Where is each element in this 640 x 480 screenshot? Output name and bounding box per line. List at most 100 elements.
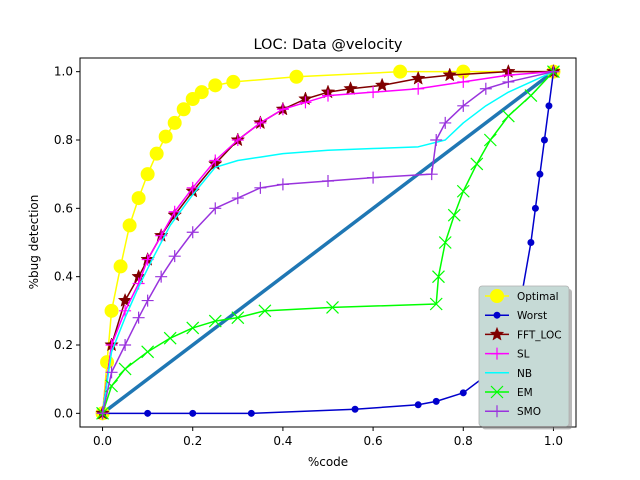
- legend-label-worst: Worst: [517, 310, 547, 322]
- legend-label-em: EM: [517, 387, 533, 399]
- data-point-sl-11: [276, 103, 289, 116]
- data-point-optimal-7: [149, 146, 164, 161]
- legend-entry-smo: SMO: [485, 405, 541, 418]
- data-point-em-3: [141, 345, 155, 359]
- data-point-worst-5: [414, 401, 422, 409]
- data-point-worst-15: [540, 136, 548, 144]
- x-tick-label: 0.8: [454, 434, 473, 448]
- data-point-smo-12: [322, 175, 334, 187]
- data-point-worst-1: [144, 409, 152, 417]
- data-point-smo-6: [168, 250, 181, 263]
- legend-entry-optimal: Optimal: [485, 289, 559, 303]
- legend-label-sl: SL: [517, 349, 530, 361]
- data-point-em-14: [456, 184, 470, 198]
- data-point-em-16: [483, 133, 497, 147]
- legend-entry-worst: Worst: [485, 310, 547, 322]
- data-point-smo-5: [155, 270, 168, 283]
- legend-marker-em: [490, 385, 504, 399]
- data-point-fft-loc-16: [410, 70, 426, 85]
- data-point-smo-4: [141, 294, 154, 307]
- data-point-em-13: [447, 208, 461, 222]
- data-point-optimal-2: [104, 303, 119, 318]
- data-point-em-6: [208, 314, 222, 328]
- legend-marker-worst: [493, 311, 501, 319]
- data-point-smo-13: [367, 171, 380, 184]
- y-tick-label: 0.8: [54, 133, 73, 147]
- series-line-nb: [101, 70, 554, 414]
- data-point-sl-2: [119, 304, 132, 317]
- data-point-worst-16: [545, 102, 553, 110]
- data-point-sl-9: [231, 134, 244, 146]
- y-tick-label: 1.0: [54, 65, 73, 79]
- data-point-em-18: [524, 89, 538, 103]
- data-point-worst-7: [459, 389, 467, 397]
- legend-entry-nb: NB: [485, 368, 532, 380]
- data-point-optimal-4: [122, 218, 137, 233]
- series-em: [96, 65, 560, 420]
- y-tick-label: 0.0: [54, 406, 73, 420]
- data-point-optimal-9: [167, 115, 182, 130]
- data-point-em-10: [429, 297, 443, 311]
- legend-entry-em: EM: [485, 385, 533, 399]
- x-tick-label: 1.0: [544, 434, 563, 448]
- data-point-smo-17: [457, 99, 470, 112]
- data-point-sl-16: [457, 75, 470, 88]
- y-axis-title: %bug detection: [27, 195, 41, 290]
- x-tick-label: 0.4: [273, 434, 292, 448]
- legend-marker-sl: [491, 347, 503, 360]
- data-point-smo-16: [439, 116, 452, 129]
- data-point-sl-6: [168, 205, 181, 218]
- data-point-sl-10: [254, 116, 267, 129]
- legend-label-fft-loc: FFT_LOC: [517, 329, 562, 341]
- legend-marker-fft-loc: [489, 326, 505, 341]
- data-point-sl-15: [412, 82, 425, 95]
- data-point-smo-0: [96, 407, 109, 420]
- data-point-fft-loc-15: [374, 77, 390, 92]
- chart-title: LOC: Data @velocity: [254, 37, 403, 53]
- y-tick-label: 0.4: [54, 270, 73, 284]
- data-point-em-9: [326, 300, 339, 314]
- data-point-worst-3: [247, 409, 255, 417]
- series-sl: [96, 65, 560, 420]
- data-point-smo-7: [186, 226, 199, 239]
- data-point-optimal-16: [393, 64, 408, 79]
- data-point-optimal-14: [226, 74, 241, 89]
- data-point-worst-2: [189, 409, 197, 417]
- plot-area: [95, 63, 561, 421]
- data-point-worst-13: [531, 204, 539, 212]
- data-point-em-11: [432, 270, 445, 284]
- data-point-smo-10: [254, 181, 267, 194]
- x-tick-label: 0.0: [93, 434, 112, 448]
- data-point-optimal-8: [158, 129, 173, 144]
- data-point-smo-19: [502, 75, 515, 88]
- data-point-em-12: [438, 236, 452, 249]
- data-point-smo-2: [119, 339, 132, 351]
- data-point-worst-4: [351, 405, 359, 413]
- series-line-em: [101, 71, 554, 414]
- y-tick-label: 0.6: [54, 201, 73, 215]
- plot-frame: [79, 57, 577, 428]
- data-point-optimal-13: [208, 78, 223, 93]
- legend-entry-fft-loc: FFT_LOC: [485, 326, 562, 341]
- data-point-sl-7: [186, 181, 199, 194]
- series-nb: [101, 70, 554, 414]
- series-diagonal: [101, 70, 555, 415]
- legend: Optimal Worst FFT_LOC SL NB EM SMO: [478, 285, 572, 430]
- x-tick-label: 0.6: [364, 434, 383, 448]
- data-point-optimal-6: [140, 167, 155, 182]
- data-point-optimal-10: [176, 102, 191, 117]
- legend-marker-optimal: [490, 289, 504, 303]
- data-point-worst-6: [432, 397, 440, 405]
- data-point-em-5: [186, 321, 200, 335]
- x-axis-title: %code: [308, 455, 348, 469]
- data-point-fft-loc-2: [117, 292, 133, 307]
- data-point-em-4: [163, 331, 177, 345]
- data-point-worst-12: [527, 239, 535, 246]
- data-point-smo-1: [105, 366, 118, 379]
- data-point-smo-11: [276, 178, 289, 191]
- data-point-sl-13: [322, 89, 334, 102]
- data-point-fft-loc-17: [442, 67, 458, 82]
- data-point-em-17: [501, 109, 515, 123]
- data-point-em-8: [258, 304, 272, 318]
- data-point-smo-8: [209, 202, 222, 215]
